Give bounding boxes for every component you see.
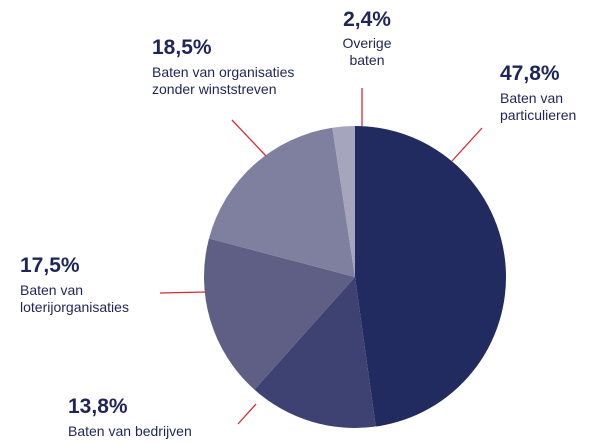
value-label: 47,8%	[500, 62, 560, 85]
pie-slice	[332, 126, 355, 277]
slice-label: 13,8% Baten van bedrijven	[68, 395, 238, 440]
category-label: Baten van loterijorganisaties	[20, 282, 129, 315]
pie-slice	[208, 127, 355, 277]
category-label: Baten van bedrijven	[68, 423, 192, 439]
slice-label: 2,4% Overige baten	[332, 8, 402, 69]
value-label: 2,4%	[343, 8, 391, 31]
value-label: 18,5%	[152, 36, 212, 59]
slice-label: 17,5% Baten van loterijorganisaties	[20, 254, 160, 316]
pie-slice	[203, 238, 355, 390]
leader-line	[159, 291, 207, 294]
leader-line	[231, 119, 267, 157]
slice-label: 47,8% Baten van particulieren	[500, 62, 595, 124]
leader-line	[237, 403, 257, 425]
category-label: Overige baten	[342, 35, 392, 68]
pie-slice	[355, 126, 506, 427]
leader-line	[451, 127, 483, 162]
category-label: Baten van particulieren	[500, 90, 577, 123]
category-label: Baten van organisaties zonder winststrev…	[152, 64, 295, 97]
value-label: 17,5%	[20, 254, 80, 277]
slice-label: 18,5% Baten van organisaties zonder winst…	[152, 36, 332, 98]
pie-slice	[254, 277, 376, 428]
value-label: 13,8%	[68, 395, 128, 418]
